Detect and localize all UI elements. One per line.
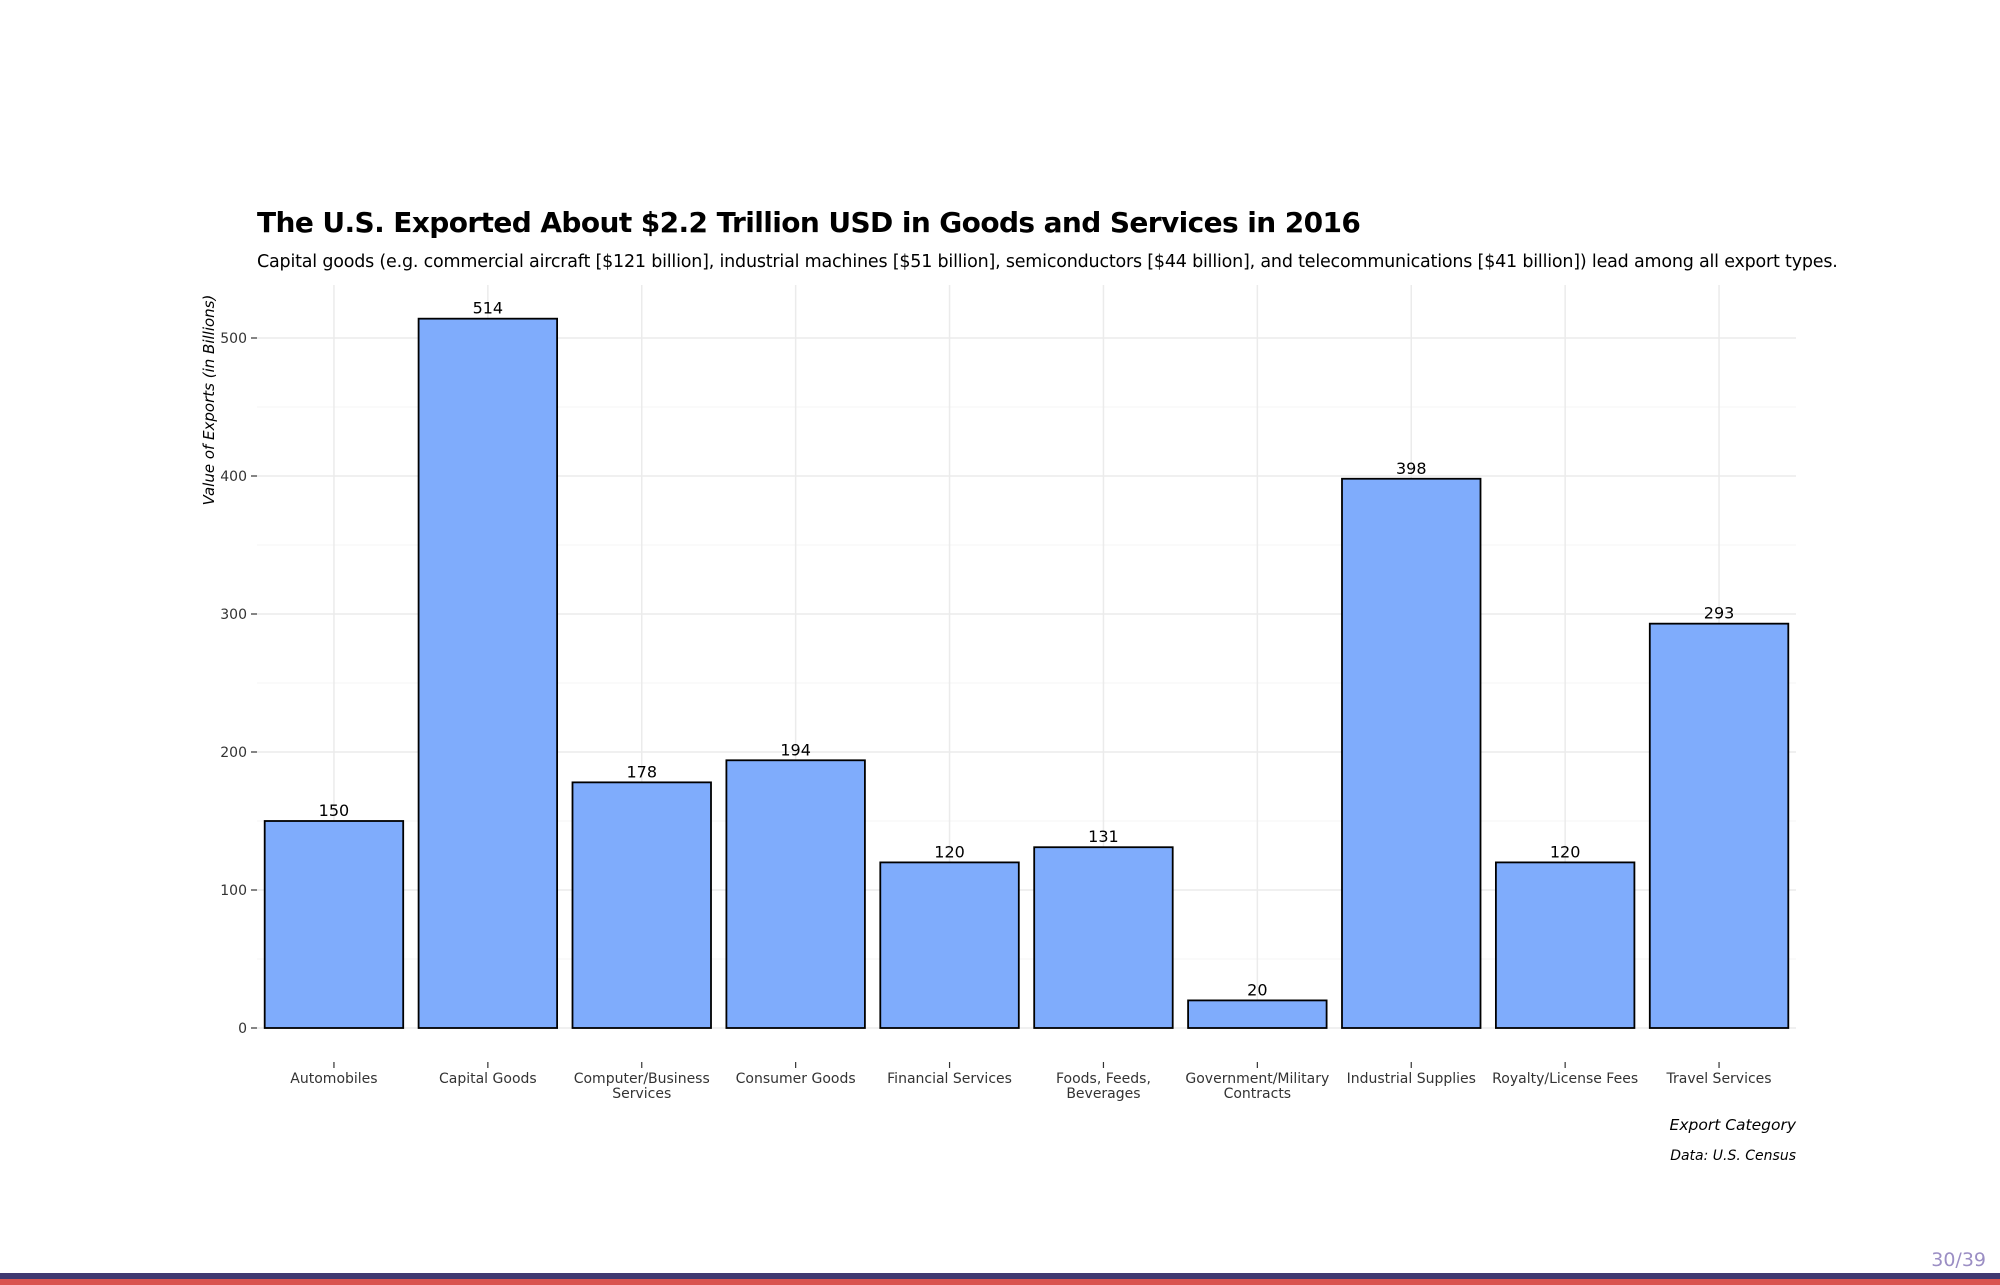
bar: [879, 861, 1020, 1029]
bar-value-label: 293: [1704, 604, 1735, 623]
x-tick-label: Industrial Supplies: [1347, 1071, 1476, 1087]
x-tick-label: Capital Goods: [439, 1071, 537, 1087]
y-tick-label: 400: [220, 469, 247, 485]
footer-bar-bottom: [0, 1279, 2000, 1285]
y-axis-label: Value of Exports (in Billions): [200, 295, 218, 506]
bar-value-label: 150: [319, 801, 350, 820]
bar-value-label: 398: [1396, 459, 1427, 478]
y-tick-label: 200: [220, 745, 247, 761]
axes: 0 100 200 300 400 500 Automobiles Capital Goods…: [220, 331, 1771, 1102]
bar-value-label: 194: [780, 740, 811, 759]
chart-subtitle: Capital goods (e.g. commercial aircraft …: [257, 252, 1838, 272]
x-axis-label: Export Category: [1670, 1116, 1797, 1134]
x-tick-label: Consumer Goods: [736, 1071, 856, 1087]
bar: [1341, 477, 1482, 1029]
x-tick-label: Automobiles: [290, 1071, 377, 1087]
bar-value-label: 131: [1088, 827, 1119, 846]
y-tick-label: 0: [238, 1021, 247, 1037]
bar: [1494, 861, 1636, 1029]
bar: [1187, 999, 1328, 1029]
y-tick-label: 300: [220, 607, 247, 623]
chart-title: The U.S. Exported About $2.2 Trillion US…: [257, 206, 1361, 239]
y-tick-label: 500: [220, 331, 247, 347]
data-source-caption: Data: U.S. Census: [1670, 1148, 1796, 1164]
bar-value-label: 178: [626, 762, 657, 781]
bars: 150 514 178 194 120 131 20 398 120 293: [263, 299, 1790, 1029]
bar: [417, 317, 559, 1029]
bar: [571, 781, 712, 1029]
bar-value-label: 120: [1550, 842, 1581, 861]
bar: [1033, 846, 1174, 1029]
bar-value-label: 20: [1247, 980, 1267, 999]
y-tick-label: 100: [220, 883, 247, 899]
x-tick-label: Foods, Feeds, Beverages: [1056, 1071, 1151, 1102]
x-tick-label: Royalty/License Fees: [1492, 1071, 1638, 1087]
bar-value-label: 514: [473, 299, 504, 318]
x-tick-label: Government/Military Contracts: [1185, 1071, 1329, 1102]
bar-value-label: 120: [934, 842, 965, 861]
bar: [263, 820, 405, 1029]
bar: [1648, 622, 1790, 1029]
page-number: 30/39: [1931, 1249, 1986, 1271]
bar: [725, 759, 866, 1029]
footer-bar-top: [0, 1273, 2000, 1279]
x-tick-label: Travel Services: [1665, 1071, 1771, 1087]
x-tick-label: Financial Services: [887, 1071, 1012, 1087]
x-tick-label: Computer/Business Services: [574, 1071, 710, 1102]
